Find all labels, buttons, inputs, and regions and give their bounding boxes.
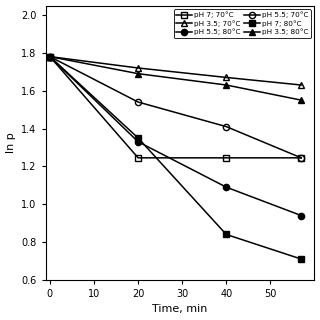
- pH 3.5; 70°C: [299, 83, 303, 87]
- pH 3.5; 70°C: [48, 55, 52, 59]
- Line: pH 7; 70°C: pH 7; 70°C: [47, 53, 304, 161]
- pH 5.5; 80°C: [299, 214, 303, 218]
- pH 3.5; 70°C: [224, 76, 228, 79]
- pH 3.5; 80°C: [136, 72, 140, 76]
- pH 7; 70°C: [48, 55, 52, 59]
- pH 5.5; 70°C: [224, 125, 228, 129]
- Line: pH 5.5; 80°C: pH 5.5; 80°C: [47, 53, 304, 219]
- pH 7; 80°C: [224, 233, 228, 236]
- Legend: pH 7; 70°C, pH 3.5; 70°C, pH 5.5; 80°C, pH 5.5; 70°C, pH 7; 80°C, pH 3.5; 80°C: pH 7; 70°C, pH 3.5; 70°C, pH 5.5; 80°C, …: [174, 9, 311, 38]
- pH 5.5; 70°C: [299, 156, 303, 160]
- pH 3.5; 80°C: [299, 98, 303, 102]
- Line: pH 3.5; 70°C: pH 3.5; 70°C: [47, 53, 304, 88]
- Line: pH 3.5; 80°C: pH 3.5; 80°C: [47, 53, 304, 103]
- Y-axis label: ln p: ln p: [5, 132, 16, 153]
- pH 7; 80°C: [48, 55, 52, 59]
- pH 3.5; 70°C: [136, 66, 140, 70]
- pH 7; 80°C: [136, 136, 140, 140]
- pH 3.5; 80°C: [224, 83, 228, 87]
- X-axis label: Time, min: Time, min: [152, 304, 208, 315]
- pH 7; 70°C: [299, 156, 303, 160]
- pH 5.5; 70°C: [48, 55, 52, 59]
- pH 7; 80°C: [299, 257, 303, 261]
- Line: pH 7; 80°C: pH 7; 80°C: [47, 53, 304, 262]
- pH 7; 70°C: [224, 156, 228, 160]
- Line: pH 5.5; 70°C: pH 5.5; 70°C: [47, 53, 304, 161]
- pH 3.5; 80°C: [48, 55, 52, 59]
- pH 5.5; 70°C: [136, 100, 140, 104]
- pH 5.5; 80°C: [48, 55, 52, 59]
- pH 7; 70°C: [136, 156, 140, 160]
- pH 5.5; 80°C: [136, 140, 140, 144]
- pH 5.5; 80°C: [224, 185, 228, 189]
